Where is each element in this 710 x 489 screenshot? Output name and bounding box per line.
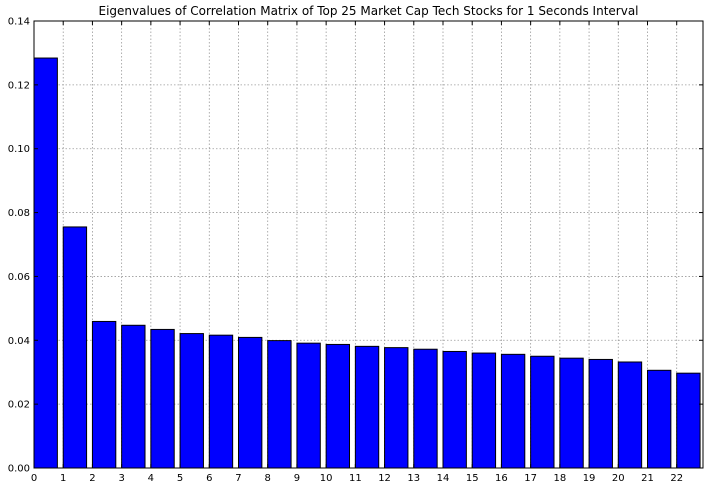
x-tick-label: 9 [294, 473, 300, 484]
y-tick-label: 0.08 [8, 208, 30, 219]
x-tick-label: 16 [495, 473, 508, 484]
bar-21 [646, 369, 672, 469]
bar-6 [208, 334, 234, 469]
bar-13 [413, 348, 438, 469]
x-tick-label: 1 [60, 473, 66, 484]
y-tick-label: 0.00 [8, 464, 30, 475]
x-tick-label: 22 [670, 473, 683, 484]
x-tick-label: 19 [583, 473, 596, 484]
plot-frame [33, 20, 704, 469]
x-tick-label: 18 [553, 473, 566, 484]
bar-17 [530, 355, 555, 469]
axis-ticks [33, 20, 703, 469]
bar-15 [471, 352, 497, 469]
bar-10 [325, 343, 351, 469]
bar-2 [91, 320, 117, 469]
bars [33, 57, 701, 469]
bar-19 [588, 358, 613, 469]
bar-7 [237, 336, 263, 469]
x-tick-label: 11 [349, 473, 362, 484]
bar-22 [676, 372, 701, 469]
bar-1 [62, 226, 88, 469]
y-tick-label: 0.12 [8, 80, 30, 91]
x-tick-label: 2 [89, 473, 95, 484]
x-tick-label: 21 [641, 473, 654, 484]
bar-12 [384, 347, 409, 469]
bar-3 [121, 324, 146, 469]
x-tick-label: 6 [206, 473, 212, 484]
x-tick-labels: 0 1 2 3 4 5 6 7 8 9 10 11 12 13 14 15 16 17 18 19 20 21 22 [31, 473, 683, 484]
bar-16 [500, 353, 526, 469]
x-tick-label: 10 [320, 473, 333, 484]
bar-0 [33, 57, 58, 469]
bar-18 [559, 357, 584, 469]
x-tick-label: 4 [148, 473, 154, 484]
bar-14 [442, 350, 467, 469]
x-tick-label: 17 [524, 473, 537, 484]
bar-4 [150, 328, 175, 469]
x-tick-label: 15 [466, 473, 479, 484]
x-tick-label: 13 [407, 473, 420, 484]
x-tick-label: 0 [31, 473, 37, 484]
y-tick-label: 0.06 [8, 272, 30, 283]
x-tick-label: 5 [177, 473, 183, 484]
y-tick-label: 0.10 [8, 144, 30, 155]
x-tick-label: 14 [437, 473, 450, 484]
bar-9 [296, 342, 321, 469]
x-tick-label: 12 [378, 473, 391, 484]
chart-title: Eigenvalues of Correlation Matrix of Top… [98, 4, 639, 18]
x-tick-label: 3 [118, 473, 124, 484]
y-tick-label: 0.04 [8, 336, 30, 347]
x-tick-label: 20 [612, 473, 625, 484]
y-tick-labels: 0.00 0.02 0.04 0.06 0.08 0.10 0.12 0.14 [8, 17, 30, 475]
x-tick-label: 7 [235, 473, 241, 484]
bar-5 [179, 333, 204, 469]
y-tick-label: 0.02 [8, 400, 30, 411]
bar-20 [617, 361, 643, 469]
bar-8 [267, 340, 292, 469]
y-tick-label: 0.14 [8, 17, 30, 28]
bar-11 [354, 345, 380, 469]
x-tick-label: 8 [265, 473, 271, 484]
